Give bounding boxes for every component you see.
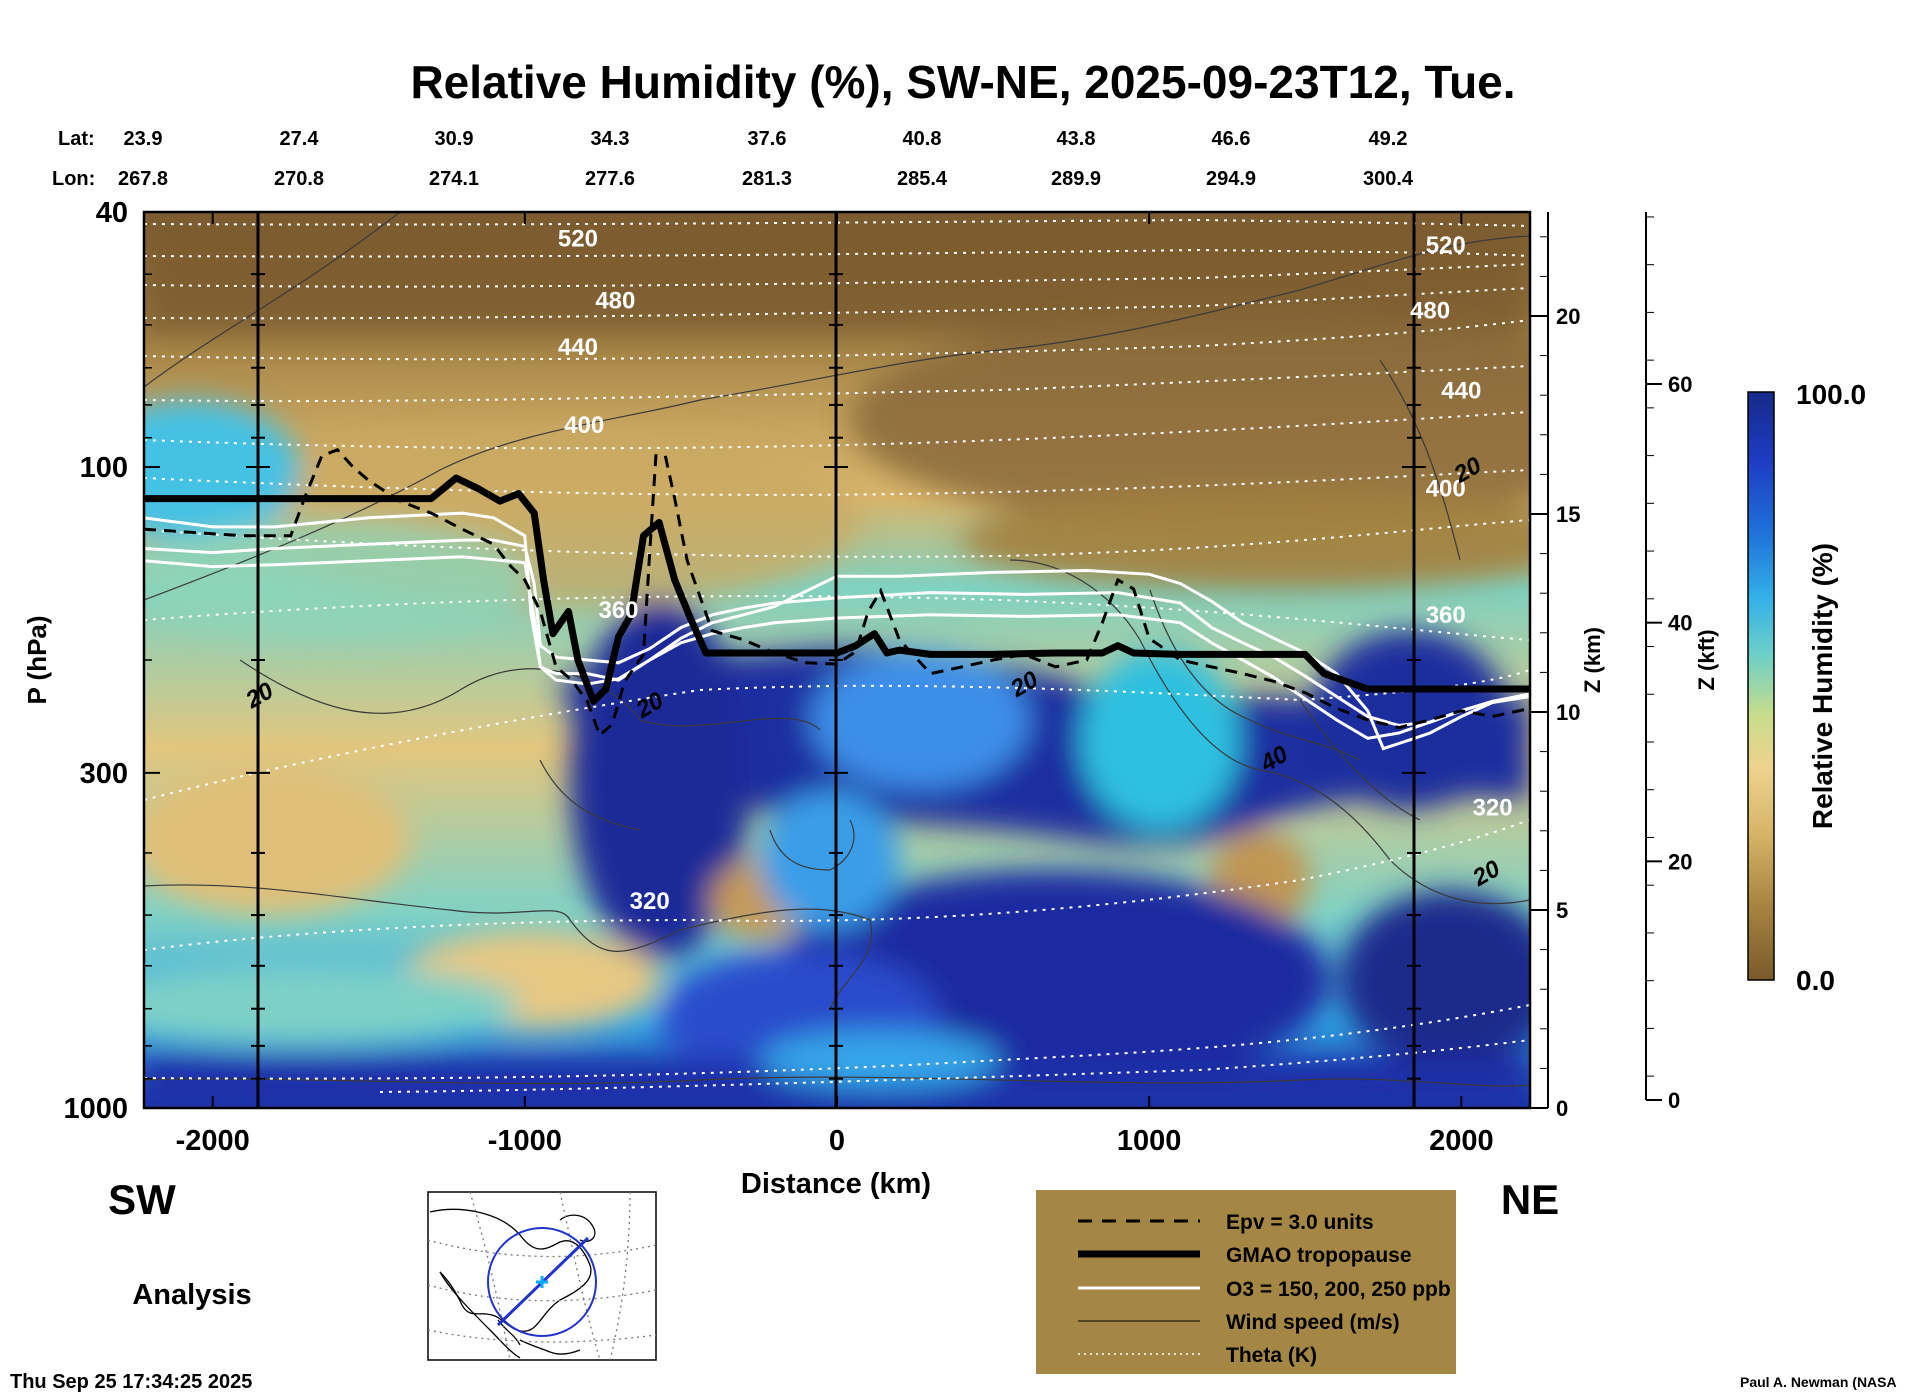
theta-label: 520 — [558, 226, 598, 253]
theta-label: 320 — [630, 888, 670, 915]
theta-label: 360 — [1426, 602, 1466, 629]
zkm-tick-label: 0 — [1556, 1096, 1568, 1121]
lat-label: Lat: — [58, 128, 95, 150]
theta-label: 400 — [564, 412, 604, 439]
series-layer — [144, 448, 1530, 751]
series-o3-200-ppb — [144, 538, 1530, 727]
ne-label: NE — [1501, 1176, 1559, 1223]
x-tick-label: 0 — [829, 1125, 845, 1157]
theta-label: 480 — [1410, 298, 1450, 325]
wind-contours — [144, 212, 1530, 1087]
legend-theta-label: Theta (K) — [1226, 1344, 1317, 1367]
zkft-axis-label: Z (kft) — [1694, 629, 1719, 690]
x-axis-label: Distance (km) — [741, 1168, 931, 1200]
lon-value: 300.4 — [1363, 168, 1414, 190]
legend: Epv = 3.0 units GMAO tropopause O3 = 150… — [1036, 1190, 1456, 1374]
legend-epv-label: Epv = 3.0 units — [1226, 1211, 1374, 1234]
x-tick-label: 2000 — [1429, 1125, 1494, 1157]
lon-label: Lon: — [52, 168, 95, 190]
series-epv-3-0-units — [144, 448, 1530, 738]
zkm-tick-label: 15 — [1556, 502, 1580, 527]
station-ticks — [246, 273, 1426, 1080]
zkft-tick-label: 60 — [1668, 372, 1692, 397]
zkm-tick-label: 20 — [1556, 304, 1580, 329]
y-axis-label: P (hPa) — [22, 615, 52, 704]
x-axis: -2000 -1000 0 1000 2000 — [176, 212, 1494, 1157]
theta-label: 400 — [1426, 475, 1466, 502]
colorbar-label: Relative Humidity (%) — [1807, 543, 1838, 829]
lat-value: 23.9 — [124, 128, 163, 150]
lon-value: 281.3 — [742, 168, 792, 190]
theta-label: 360 — [598, 597, 638, 624]
zkft-axis: 0 20 40 60 — [1645, 212, 1692, 1113]
lat-value: 43.8 — [1057, 128, 1096, 150]
theta-contours — [144, 218, 1530, 1093]
analysis-label: Analysis — [132, 1279, 251, 1311]
colorbar-min: 0.0 — [1796, 965, 1835, 996]
x-tick-label: -1000 — [488, 1125, 562, 1157]
y-axis: 40 100 300 1000 — [63, 197, 160, 1125]
y-tick-label: 100 — [80, 452, 128, 484]
theta-label: 440 — [558, 334, 598, 361]
lat-value: 37.6 — [748, 128, 787, 150]
lon-row: 267.8 270.8 274.1 277.6 281.3 285.4 289.9 294.9… — [118, 168, 1414, 190]
y-tick-label: 300 — [80, 758, 128, 790]
lon-value: 267.8 — [118, 168, 168, 190]
colorbar — [1747, 391, 1775, 981]
lon-value: 270.8 — [274, 168, 324, 190]
lat-value: 34.3 — [591, 128, 630, 150]
chart-title: Relative Humidity (%), SW-NE, 2025-09-23… — [410, 56, 1515, 108]
series-gmao-tropopause — [144, 474, 1530, 705]
lat-value: 30.9 — [435, 128, 474, 150]
lon-value: 289.9 — [1051, 168, 1101, 190]
lat-value: 49.2 — [1369, 128, 1408, 150]
lat-row: 23.9 27.4 30.9 34.3 37.6 40.8 43.8 46.6 49.2 — [124, 128, 1408, 150]
zkft-tick-label: 20 — [1668, 849, 1692, 874]
zkm-tick-label: 5 — [1556, 898, 1568, 923]
lon-value: 277.6 — [585, 168, 635, 190]
lat-value: 27.4 — [280, 128, 320, 150]
zkm-tick-label: 10 — [1556, 700, 1580, 725]
credit: Paul A. Newman (NASA — [1740, 1374, 1897, 1390]
theta-label: 320 — [1473, 795, 1513, 822]
lon-value: 294.9 — [1206, 168, 1256, 190]
lon-value: 274.1 — [429, 168, 479, 190]
legend-tropopause-label: GMAO tropopause — [1226, 1244, 1412, 1267]
theta-label: 520 — [1426, 232, 1466, 259]
lat-value: 40.8 — [903, 128, 942, 150]
x-tick-label: -2000 — [176, 1125, 250, 1157]
sw-label: SW — [108, 1176, 176, 1223]
colorbar-max: 100.0 — [1796, 379, 1866, 410]
zkft-tick-label: 0 — [1668, 1088, 1680, 1113]
zkm-axis: 0 5 10 15 20 — [1530, 212, 1580, 1121]
y-tick-label: 40 — [96, 197, 128, 229]
series-o3-250-ppb — [144, 555, 1530, 740]
zkm-axis-label: Z (km) — [1580, 627, 1605, 693]
theta-label: 480 — [595, 288, 635, 315]
theta-label: 440 — [1441, 378, 1481, 405]
x-tick-label: 1000 — [1117, 1125, 1182, 1157]
zkft-tick-label: 40 — [1668, 611, 1692, 636]
y-tick-label: 1000 — [63, 1093, 128, 1125]
lat-value: 46.6 — [1212, 128, 1251, 150]
legend-ozone-label: O3 = 150, 200, 250 ppb — [1226, 1278, 1451, 1301]
legend-wind-label: Wind speed (m/s) — [1226, 1311, 1400, 1334]
timestamp: Thu Sep 25 17:34:25 2025 — [10, 1371, 252, 1393]
map-inset — [427, 1191, 657, 1361]
series-o3-150-ppb — [144, 511, 1530, 751]
globe-map-icon — [427, 1191, 657, 1361]
lon-value: 285.4 — [897, 168, 948, 190]
